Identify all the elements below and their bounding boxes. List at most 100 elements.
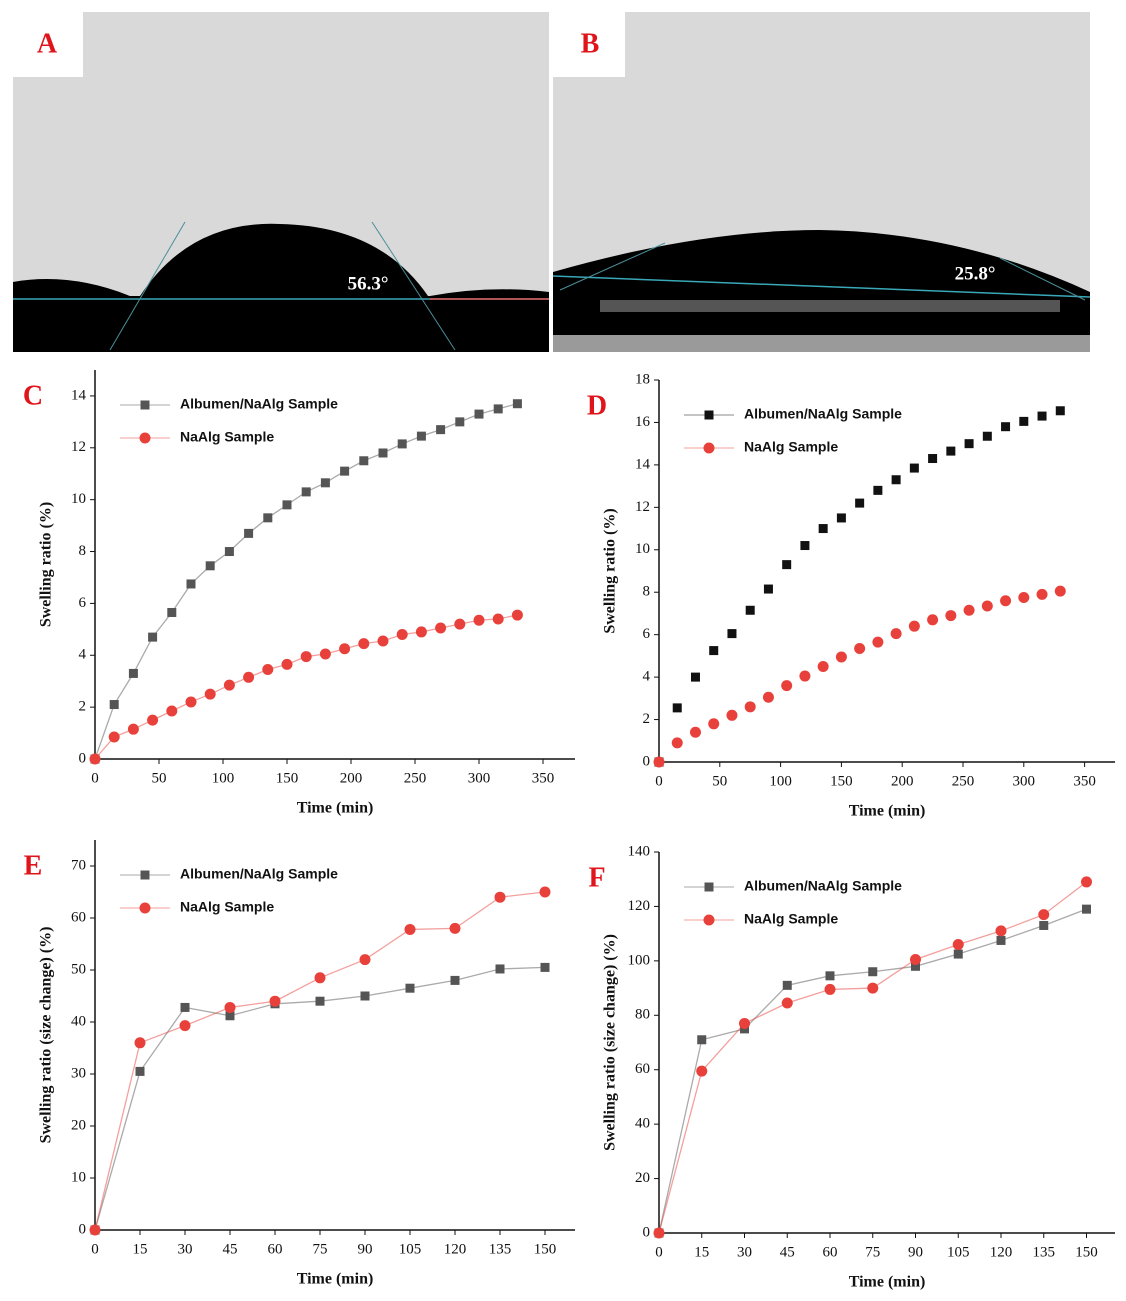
legend-label: Albumen/NaAlg Sample xyxy=(744,406,902,422)
marker xyxy=(981,600,993,612)
legend-marker xyxy=(704,410,714,420)
marker xyxy=(763,584,773,594)
x-axis-label: Time (min) xyxy=(849,803,926,820)
x-tick-label: 15 xyxy=(133,1241,148,1257)
marker xyxy=(435,622,447,634)
panel-label: C xyxy=(23,380,43,411)
marker xyxy=(781,680,793,692)
legend-label: NaAlg Sample xyxy=(744,911,838,927)
y-tick-label: 10 xyxy=(635,541,650,557)
x-tick-label: 45 xyxy=(780,1244,795,1260)
chart-panel: E 0 10 20 30 40 50 60 70 0 15 30 45 60 75 90 105 120 135 15… xyxy=(24,840,575,1288)
x-tick-label: 50 xyxy=(712,773,727,789)
marker xyxy=(128,668,138,678)
x-tick-label: 60 xyxy=(268,1241,283,1257)
marker xyxy=(1000,595,1012,607)
x-tick-label: 350 xyxy=(532,770,555,786)
marker xyxy=(339,643,351,655)
legend-label: Albumen/NaAlg Sample xyxy=(180,396,338,412)
marker xyxy=(492,613,504,625)
marker xyxy=(855,498,865,508)
marker xyxy=(301,487,311,497)
marker xyxy=(873,485,883,495)
y-tick-label: 50 xyxy=(71,961,86,977)
marker xyxy=(244,528,254,538)
y-tick-label: 2 xyxy=(643,711,651,727)
marker xyxy=(727,629,737,639)
x-tick-label: 105 xyxy=(399,1241,422,1257)
marker xyxy=(494,891,506,903)
marker xyxy=(800,541,810,551)
x-tick-label: 100 xyxy=(769,773,792,789)
marker xyxy=(818,524,828,534)
marker xyxy=(745,605,755,615)
marker xyxy=(179,1020,191,1032)
y-tick-label: 8 xyxy=(643,584,651,600)
marker xyxy=(377,635,389,647)
marker xyxy=(167,607,177,617)
legend-marker xyxy=(140,400,150,410)
x-tick-label: 90 xyxy=(908,1244,923,1260)
panel-label: F xyxy=(588,862,605,893)
marker xyxy=(148,632,158,642)
marker xyxy=(147,714,159,726)
series-line xyxy=(658,881,1087,1234)
x-tick-label: 0 xyxy=(91,770,99,786)
x-tick-label: 200 xyxy=(891,773,914,789)
marker xyxy=(781,997,793,1009)
y-tick-label: 14 xyxy=(71,387,87,403)
marker xyxy=(186,579,196,589)
y-tick-label: 140 xyxy=(628,843,651,859)
x-tick-label: 200 xyxy=(340,770,363,786)
y-tick-label: 100 xyxy=(628,952,651,968)
y-tick-label: 20 xyxy=(71,1117,86,1133)
legend-marker xyxy=(139,432,151,444)
legend-label: NaAlg Sample xyxy=(180,899,274,915)
marker xyxy=(320,478,330,488)
series-line xyxy=(94,966,546,1231)
marker xyxy=(127,723,139,735)
x-tick-label: 0 xyxy=(655,1244,663,1260)
marker xyxy=(910,953,921,965)
marker xyxy=(495,964,505,974)
angle-label: 56.3° xyxy=(348,273,389,294)
x-tick-label: 90 xyxy=(358,1241,373,1257)
x-tick-label: 75 xyxy=(313,1241,328,1257)
marker xyxy=(996,935,1006,945)
marker xyxy=(455,417,465,427)
y-tick-label: 0 xyxy=(79,1221,87,1237)
legend-label: NaAlg Sample xyxy=(180,429,274,445)
y-tick-label: 40 xyxy=(635,1116,650,1132)
y-tick-label: 16 xyxy=(635,414,651,430)
marker xyxy=(1054,585,1066,597)
marker xyxy=(697,1035,707,1045)
marker xyxy=(963,604,975,616)
x-tick-label: 250 xyxy=(404,770,427,786)
marker xyxy=(1018,592,1030,604)
x-tick-label: 135 xyxy=(1033,1244,1056,1260)
marker xyxy=(180,1002,190,1012)
marker xyxy=(1082,904,1091,914)
x-tick-label: 30 xyxy=(737,1244,752,1260)
marker xyxy=(269,995,281,1007)
marker xyxy=(282,500,292,510)
marker xyxy=(396,629,408,641)
marker xyxy=(512,399,522,409)
x-tick-label: 150 xyxy=(276,770,299,786)
x-tick-label: 350 xyxy=(1073,773,1096,789)
y-tick-label: 0 xyxy=(79,750,87,766)
x-tick-label: 150 xyxy=(534,1241,557,1257)
marker xyxy=(262,664,274,676)
marker xyxy=(891,475,901,485)
marker xyxy=(1001,422,1011,432)
legend-marker xyxy=(140,870,150,880)
panel-label: A xyxy=(37,28,58,59)
legend-marker xyxy=(139,902,151,914)
x-tick-label: 15 xyxy=(694,1244,709,1260)
y-tick-label: 40 xyxy=(71,1013,86,1029)
x-tick-label: 50 xyxy=(152,770,167,786)
x-tick-label: 250 xyxy=(952,773,975,789)
legend-marker xyxy=(703,442,715,454)
x-tick-label: 45 xyxy=(223,1241,238,1257)
legend-label: Albumen/NaAlg Sample xyxy=(180,866,338,882)
